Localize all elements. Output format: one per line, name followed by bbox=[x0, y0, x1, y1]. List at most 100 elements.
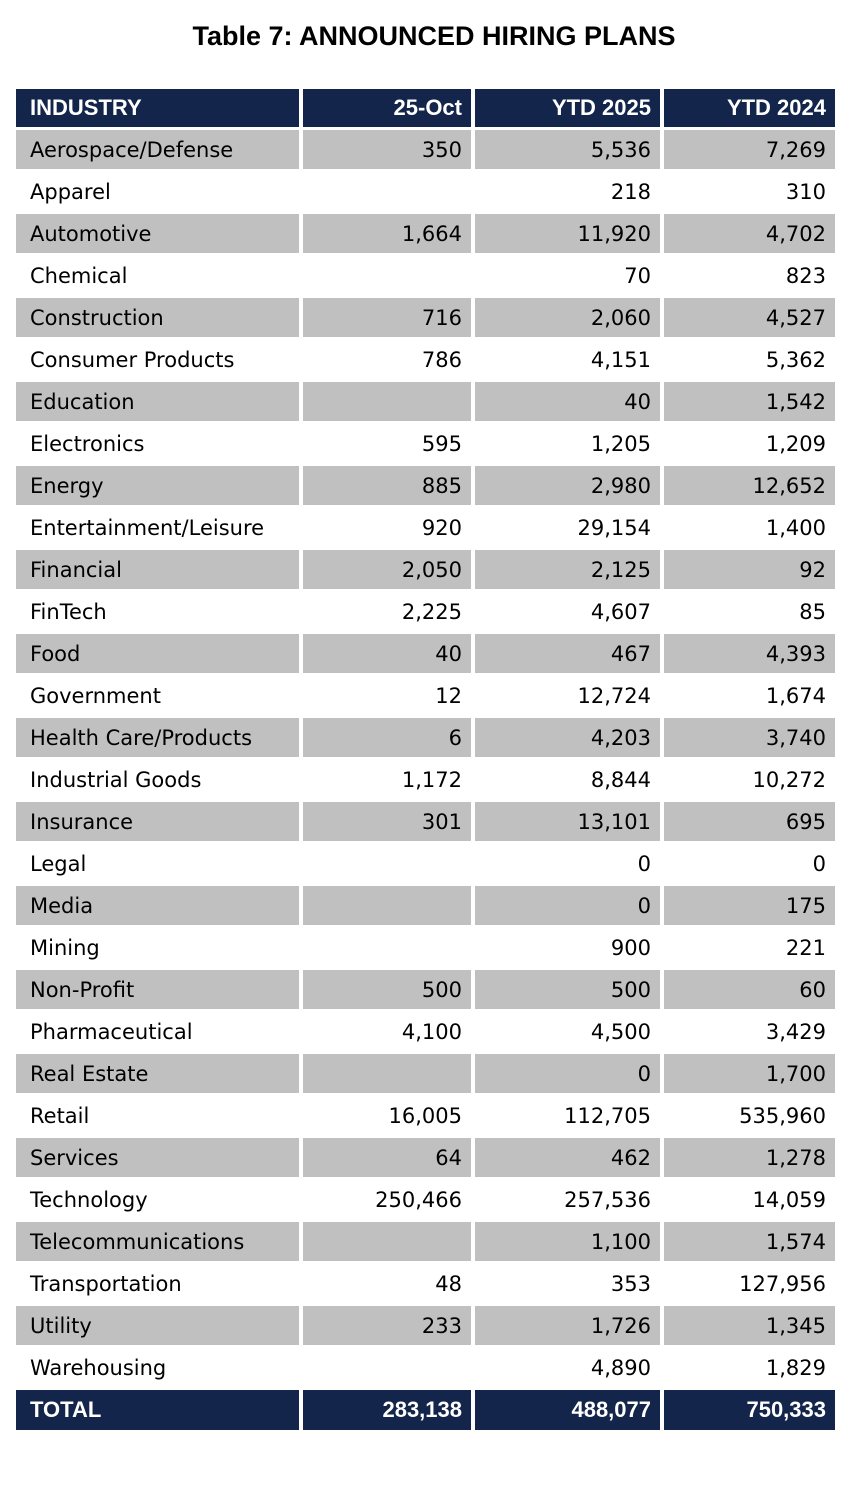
oct-cell: 2,225 bbox=[401, 599, 462, 624]
ytd-2025-cell: 353 bbox=[610, 1271, 651, 1296]
ytd-2025-cell: 1,726 bbox=[475, 1306, 660, 1345]
industry-cell: Education bbox=[16, 382, 299, 421]
oct-cell: 920 bbox=[421, 515, 462, 540]
industry-cell: Non-Profit bbox=[16, 970, 299, 1009]
ytd-2024-cell: 1,542 bbox=[664, 382, 835, 421]
ytd-2024-cell: 4,393 bbox=[664, 634, 835, 673]
ytd-2025-cell: 1,100 bbox=[475, 1222, 660, 1261]
industry-cell: Transportation bbox=[30, 1271, 182, 1296]
table-row: Consumer Products 786 4,151 5,362 bbox=[16, 340, 835, 379]
industry-cell: Construction bbox=[16, 298, 299, 337]
ytd-2024-cell: 823 bbox=[785, 263, 826, 288]
industry-cell: FinTech bbox=[30, 599, 107, 624]
ytd-2024-cell: 7,269 bbox=[664, 130, 835, 169]
ytd-2025-cell: 12,724 bbox=[577, 683, 651, 708]
ytd-2024-cell: 3,429 bbox=[765, 1019, 826, 1044]
table-row: Transportation 48 353 127,956 bbox=[16, 1264, 835, 1303]
industry-cell: Automotive bbox=[16, 214, 299, 253]
industry-cell: Mining bbox=[30, 935, 100, 960]
oct-cell: 250,466 bbox=[375, 1187, 462, 1212]
ytd-2024-cell: 1,400 bbox=[765, 515, 826, 540]
ytd-2025-cell: 8,844 bbox=[590, 767, 651, 792]
ytd-2025-cell: 0 bbox=[475, 886, 660, 925]
industry-cell: Apparel bbox=[30, 179, 111, 204]
industry-cell: Energy bbox=[16, 466, 299, 505]
table-row: Retail 16,005 112,705 535,960 bbox=[16, 1096, 835, 1135]
ytd-2025-cell: 218 bbox=[610, 179, 651, 204]
total-ytd-2025: 488,077 bbox=[475, 1390, 660, 1430]
oct-cell: 48 bbox=[435, 1271, 462, 1296]
table-row: Automotive 1,664 11,920 4,702 bbox=[16, 214, 835, 253]
table-body: Aerospace/Defense 350 5,536 7,269 Apparel 218… bbox=[16, 130, 835, 1387]
ytd-2024-cell: 10,272 bbox=[752, 767, 826, 792]
oct-cell: 350 bbox=[303, 130, 471, 169]
ytd-2024-cell: 1,209 bbox=[765, 431, 826, 456]
industry-cell: Consumer Products bbox=[30, 347, 235, 372]
header-ytd-2025: YTD 2025 bbox=[475, 89, 660, 127]
industry-cell: Insurance bbox=[16, 802, 299, 841]
ytd-2025-cell: 11,920 bbox=[475, 214, 660, 253]
ytd-2025-cell: 2,980 bbox=[475, 466, 660, 505]
industry-cell: Government bbox=[30, 683, 161, 708]
industry-cell: Entertainment/Leisure bbox=[30, 515, 265, 540]
oct-cell bbox=[303, 886, 471, 925]
table-row: Education 40 1,542 bbox=[16, 382, 835, 421]
ytd-2025-cell: 4,500 bbox=[590, 1019, 651, 1044]
ytd-2024-cell: 14,059 bbox=[752, 1187, 826, 1212]
ytd-2025-cell: 4,890 bbox=[590, 1355, 651, 1380]
industry-cell: Media bbox=[16, 886, 299, 925]
ytd-2024-cell: 1,700 bbox=[664, 1054, 835, 1093]
oct-cell: 4,100 bbox=[401, 1019, 462, 1044]
industry-cell: Services bbox=[16, 1138, 299, 1177]
ytd-2025-cell: 112,705 bbox=[564, 1103, 651, 1128]
table-row: Health Care/Products 6 4,203 3,740 bbox=[16, 718, 835, 757]
industry-cell: Retail bbox=[30, 1103, 90, 1128]
ytd-2025-cell: 70 bbox=[624, 263, 651, 288]
ytd-2024-cell: 1,829 bbox=[765, 1355, 826, 1380]
table-row: Aerospace/Defense 350 5,536 7,269 bbox=[16, 130, 835, 169]
ytd-2025-cell: 257,536 bbox=[564, 1187, 651, 1212]
oct-cell bbox=[303, 172, 471, 211]
table-row: Real Estate 0 1,700 bbox=[16, 1054, 835, 1093]
table-row: Utility 233 1,726 1,345 bbox=[16, 1306, 835, 1345]
table-row: Apparel 218 310 bbox=[16, 172, 835, 211]
industry-cell: Warehousing bbox=[30, 1355, 167, 1380]
industry-cell: Technology bbox=[30, 1187, 148, 1212]
ytd-2025-cell: 4,203 bbox=[475, 718, 660, 757]
oct-cell: 716 bbox=[303, 298, 471, 337]
ytd-2024-cell: 12,652 bbox=[664, 466, 835, 505]
oct-cell bbox=[303, 256, 471, 295]
table-row: Warehousing 4,890 1,829 bbox=[16, 1348, 835, 1387]
table-row: Services 64 462 1,278 bbox=[16, 1138, 835, 1177]
industry-cell: Electronics bbox=[30, 431, 145, 456]
ytd-2025-cell: 29,154 bbox=[577, 515, 651, 540]
oct-cell: 64 bbox=[303, 1138, 471, 1177]
oct-cell: 12 bbox=[435, 683, 462, 708]
table-row: Media 0 175 bbox=[16, 886, 835, 925]
table-row: Financial 2,050 2,125 92 bbox=[16, 550, 835, 589]
hiring-plans-table: INDUSTRY 25-Oct YTD 2025 YTD 2024 Aerosp… bbox=[12, 86, 839, 1433]
table-row: Electronics 595 1,205 1,209 bbox=[16, 424, 835, 463]
ytd-2024-cell: 1,674 bbox=[765, 683, 826, 708]
industry-cell: Real Estate bbox=[16, 1054, 299, 1093]
oct-cell bbox=[303, 1054, 471, 1093]
ytd-2024-cell: 695 bbox=[664, 802, 835, 841]
oct-cell: 885 bbox=[303, 466, 471, 505]
ytd-2024-cell: 0 bbox=[812, 851, 826, 876]
table-row: Construction 716 2,060 4,527 bbox=[16, 298, 835, 337]
ytd-2024-cell: 310 bbox=[785, 179, 826, 204]
ytd-2024-cell: 1,278 bbox=[664, 1138, 835, 1177]
oct-cell: 6 bbox=[303, 718, 471, 757]
oct-cell: 2,050 bbox=[303, 550, 471, 589]
industry-cell: Financial bbox=[16, 550, 299, 589]
industry-cell: Industrial Goods bbox=[30, 767, 202, 792]
oct-cell: 40 bbox=[303, 634, 471, 673]
oct-cell bbox=[303, 382, 471, 421]
oct-cell: 500 bbox=[303, 970, 471, 1009]
table-row: Non-Profit 500 500 60 bbox=[16, 970, 835, 1009]
oct-cell bbox=[303, 928, 471, 967]
total-row: TOTAL 283,138 488,077 750,333 bbox=[16, 1390, 835, 1430]
ytd-2024-cell: 4,527 bbox=[664, 298, 835, 337]
ytd-2025-cell: 4,607 bbox=[590, 599, 651, 624]
industry-cell: Health Care/Products bbox=[16, 718, 299, 757]
